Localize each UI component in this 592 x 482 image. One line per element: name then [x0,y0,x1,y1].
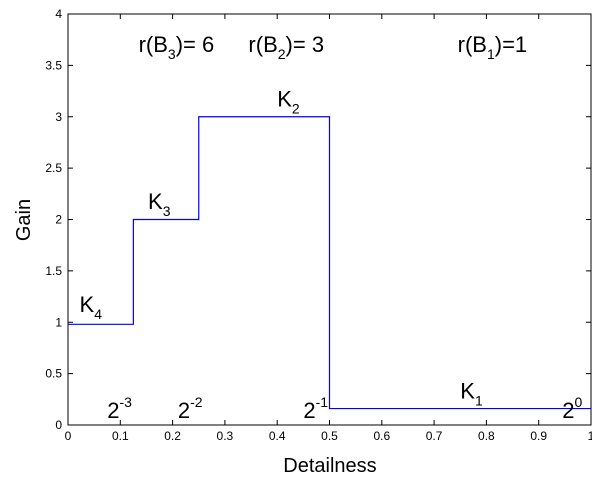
annotation-K2: K2 [277,86,300,116]
y-axis-label: Gain [13,199,35,241]
y-tick-label: 1 [55,315,62,329]
x-tick-label: 0.1 [112,429,129,443]
x-tick-label: 0.4 [269,429,286,443]
annotation-p2m2: 2-2 [178,394,203,423]
annotation-rB2: r(B2)= 3 [248,32,324,62]
annotation-K3: K3 [148,189,171,219]
y-tick-label: 1.5 [45,264,62,278]
x-tick-label: 0.8 [478,429,495,443]
x-tick-label: 1 [588,429,592,443]
y-tick-label: 4 [55,7,62,21]
annotation-K1: K1 [460,378,483,408]
gain-series-line [68,116,591,410]
y-tick-label: 2.5 [45,161,62,175]
y-tick-label: 2 [55,213,62,227]
annotation-K4: K4 [80,292,103,322]
y-tick-label: 3 [55,110,62,124]
x-tick-label: 0.6 [373,429,390,443]
annotation-rB1: r(B1)=1 [458,32,528,62]
x-axis-label: Detailness [283,455,376,477]
x-tick-label: 0.2 [164,429,181,443]
annotation-p2m1: 2-1 [303,394,328,423]
x-tick-label: 0.5 [321,429,338,443]
x-tick-label: 0 [65,429,72,443]
x-tick-label: 0.9 [530,429,547,443]
annotation-rB3: r(B3)= 6 [139,32,215,62]
y-tick-label: 0 [55,418,62,432]
y-tick-label: 0.5 [45,367,62,381]
y-tick-label: 3.5 [45,58,62,72]
x-tick-label: 0.7 [426,429,443,443]
annotation-p2m3: 2-3 [107,394,132,423]
annotation-p20: 20 [562,394,582,423]
x-tick-label: 0.3 [217,429,234,443]
